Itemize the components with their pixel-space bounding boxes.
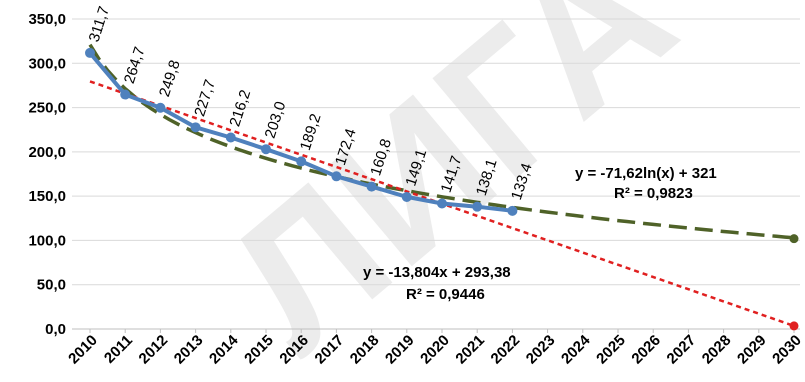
x-tick-label: 2014	[206, 331, 242, 367]
data-point	[296, 156, 307, 167]
data-point	[472, 201, 483, 212]
data-label: 203,0	[262, 99, 290, 140]
x-tick-label: 2026	[628, 332, 664, 368]
logarithmic-trendline	[88, 43, 795, 240]
x-tick-label: 2025	[593, 332, 629, 368]
y-tick-label: 250,0	[28, 100, 66, 117]
data-point	[331, 171, 342, 182]
x-tick-label: 2020	[417, 332, 453, 368]
y-tick-label: 200,0	[28, 144, 66, 161]
x-tick-label: 2011	[101, 332, 136, 367]
data-label: 227,7	[191, 78, 219, 119]
x-tick-label: 2015	[241, 332, 277, 368]
gridlines	[72, 18, 800, 330]
data-label: 311,7	[86, 4, 113, 44]
linear-trend-endpoint	[789, 321, 799, 331]
linear-trend-equation: y = -13,804x + 293,38	[363, 264, 511, 281]
x-tick-label: 2028	[699, 332, 735, 368]
x-tick-label: 2013	[171, 332, 207, 368]
x-tick-label: 2021	[452, 332, 488, 368]
logarithmic-trend-endpoint	[789, 234, 799, 244]
data-point	[507, 205, 518, 216]
x-tick-label: 2030	[769, 332, 805, 368]
x-tick-label: 2023	[523, 332, 559, 368]
y-tick-label: 350,0	[28, 11, 66, 28]
y-axis: 0,0 50,0 100,0 150,0 200,0 250,0 300,0 350,0	[28, 11, 66, 338]
data-label: 216,2	[226, 88, 254, 129]
y-tick-label: 50,0	[37, 277, 66, 294]
y-tick-label: 0,0	[45, 321, 66, 338]
x-tick-label: 2024	[558, 331, 594, 367]
data-point	[155, 102, 166, 113]
data-point	[190, 122, 201, 133]
y-tick-label: 300,0	[28, 55, 66, 72]
x-axis: 2010 2011 2012 2013 2014 2015 2016 2017 2018 2019…	[65, 329, 805, 367]
x-tick-label: 2027	[664, 332, 700, 368]
data-point	[401, 191, 412, 202]
y-tick-label: 100,0	[28, 232, 66, 249]
log-trend-equation: y = -71,62ln(x) + 321	[575, 165, 717, 182]
log-trend-r2: R² = 0,9823	[614, 185, 693, 202]
linear-trend-r2: R² = 0,9446	[406, 286, 485, 303]
x-tick-label: 2010	[65, 332, 101, 368]
data-point	[85, 47, 95, 58]
data-series	[85, 47, 518, 216]
data-point	[261, 144, 271, 155]
x-tick-label: 2029	[734, 332, 770, 368]
data-label: 264,7	[121, 45, 149, 86]
data-label: 249,8	[156, 58, 184, 99]
data-point	[437, 198, 447, 209]
data-point	[120, 89, 131, 100]
data-point	[366, 181, 377, 192]
data-point	[225, 132, 236, 143]
x-tick-label: 2012	[136, 332, 172, 368]
y-tick-label: 150,0	[28, 188, 66, 205]
x-tick-label: 2022	[488, 332, 524, 368]
